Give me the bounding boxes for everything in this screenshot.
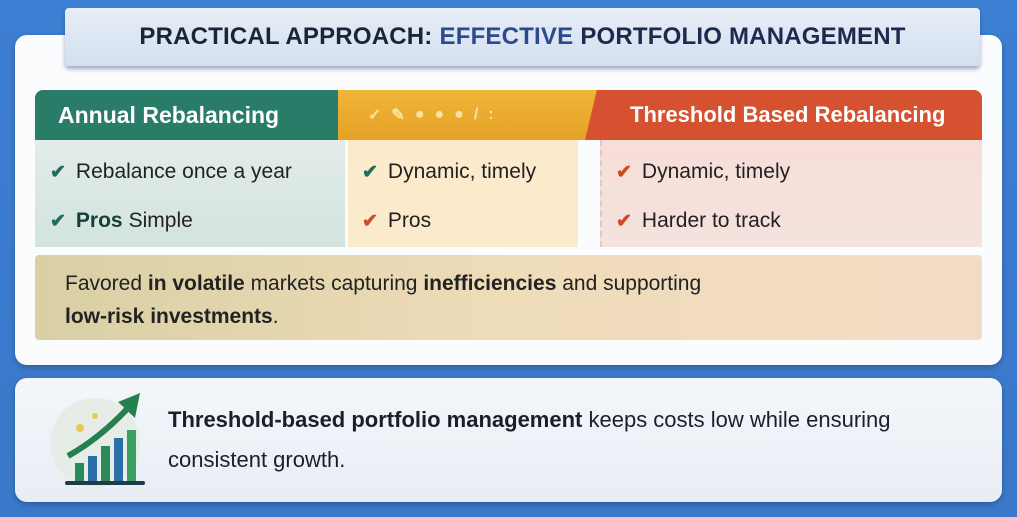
check-icon: ✔ [362,161,378,183]
title-part-3: PORTFOLIO MANAGEMENT [580,23,906,50]
list-item: ✔ Dynamic, timely [616,160,982,184]
band-bold: inefficiencies [423,272,557,295]
list-item: ✔ Harder to track [616,209,982,233]
item-text: Dynamic, timely [641,160,791,183]
item-bold: Pros [75,209,123,232]
check-icon: ✔ [362,210,378,232]
list-item: ✔ Pros Simple [50,209,345,233]
decorative-icon: ✎ [391,107,405,124]
middle-header: ✓ ✎ ● ● ● / : [338,90,598,140]
threshold-rebalancing-header: Threshold Based Rebalancing [585,90,982,140]
growth-chart-icon [50,393,145,488]
middle-column: ✔ Dynamic, timely ✔ Pros [348,140,578,247]
conclusion-card: Threshold-based portfolio management kee… [15,378,1002,502]
band-bold: in volatile [147,272,245,295]
band-bold: low-risk investments [65,305,273,328]
band-text: . [272,305,279,328]
item-text: Dynamic, timely [387,160,537,183]
check-icon: ✔ [50,210,66,232]
threshold-column: ✔ Dynamic, timely ✔ Harder to track [600,140,982,247]
title-part-1: PRACTICAL APPROACH: [139,23,433,50]
conclusion-text: Threshold-based portfolio management kee… [168,400,988,480]
summary-band: Favored in volatile markets capturing in… [35,255,982,340]
conclusion-rest: keeps costs low while ensuring consisten… [168,407,891,472]
conclusion-bold: Threshold-based portfolio management [168,407,583,432]
annual-rebalancing-header: Annual Rebalancing [35,90,357,140]
decorative-icon: : [488,106,494,123]
item-text: Pros [387,209,432,232]
title-part-2: EFFECTIVE [439,23,574,50]
decorative-icon: / [473,106,479,123]
header-label: Annual Rebalancing [58,101,280,128]
decorative-icon: ✓ [368,107,382,124]
list-item: ✔ Rebalance once a year [50,160,345,184]
check-icon: ✔ [616,161,632,183]
decorative-icon: ● [454,106,464,123]
list-item: ✔ Pros [362,209,578,233]
check-icon: ✔ [616,210,632,232]
item-text: Harder to track [641,209,781,232]
item-text: Simple [128,209,193,232]
band-text: markets capturing [244,272,424,295]
check-icon: ✔ [50,161,66,183]
decorative-icon: ● [414,106,425,123]
decorative-icon: ● [434,106,445,123]
band-text: Favored [65,272,148,295]
item-text: Rebalance once a year [75,160,292,183]
list-item: ✔ Dynamic, timely [362,160,578,184]
annual-column: ✔ Rebalance once a year ✔ Pros Simple [35,140,345,247]
header-label: Threshold Based Rebalancing [630,102,946,127]
band-text: and supporting [556,272,702,295]
page-title: PRACTICAL APPROACH: EFFECTIVE PORTFOLIO … [65,8,980,66]
